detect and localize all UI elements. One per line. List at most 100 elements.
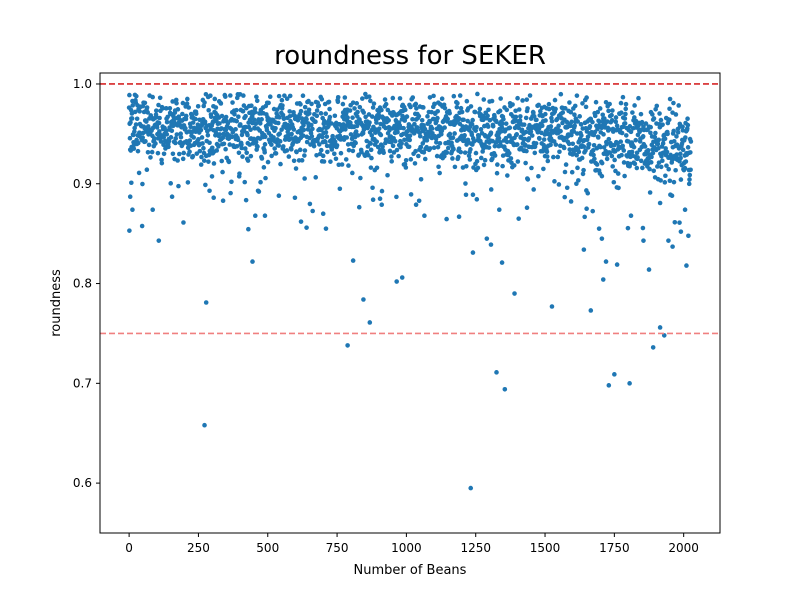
data-point [317, 142, 322, 147]
data-point [251, 117, 257, 123]
data-point [166, 138, 172, 144]
data-point [191, 135, 197, 140]
data-point [686, 233, 691, 239]
data-point [628, 213, 634, 218]
data-point [572, 123, 577, 129]
data-point [287, 93, 293, 99]
data-point [350, 100, 356, 105]
data-point [591, 152, 596, 158]
data-point [302, 176, 307, 181]
data-point [656, 160, 662, 165]
data-point [576, 178, 581, 183]
data-point [280, 103, 285, 108]
data-point [524, 205, 530, 211]
data-point [127, 92, 132, 98]
data-point [413, 148, 418, 154]
data-point [354, 101, 360, 106]
data-point [298, 219, 304, 224]
data-point [361, 297, 366, 302]
data-point [601, 145, 607, 150]
data-point [651, 168, 657, 174]
data-point [376, 126, 382, 131]
data-point [475, 91, 480, 97]
data-point [537, 136, 542, 141]
data-point [164, 119, 170, 125]
data-point [427, 119, 432, 125]
data-point [582, 214, 587, 220]
data-point [332, 151, 337, 157]
y-tick-label: 0.8 [73, 277, 92, 291]
data-point [356, 204, 362, 210]
data-point [437, 170, 442, 176]
data-point [590, 148, 596, 153]
data-point [143, 139, 148, 144]
data-point [188, 124, 193, 130]
data-point [447, 110, 452, 116]
data-point [346, 163, 351, 168]
data-point [385, 107, 391, 113]
data-point [277, 131, 282, 137]
data-point [153, 108, 159, 113]
data-point [371, 101, 377, 106]
data-point [144, 105, 150, 110]
data-point [685, 116, 690, 122]
data-point [239, 145, 244, 151]
data-point [548, 142, 553, 148]
data-point [271, 135, 276, 140]
data-point [298, 108, 304, 114]
data-point [289, 131, 294, 137]
data-point [394, 147, 400, 153]
data-point [435, 115, 440, 121]
data-point [685, 145, 691, 150]
data-point [262, 150, 268, 155]
data-point [261, 165, 267, 170]
data-point [374, 139, 380, 144]
data-point [638, 111, 644, 117]
data-point [487, 117, 493, 123]
data-point [401, 131, 406, 137]
data-point [660, 158, 665, 164]
data-point [667, 106, 672, 112]
data-point [248, 153, 254, 159]
data-point [432, 101, 437, 107]
data-point [136, 170, 142, 176]
data-point [427, 95, 433, 100]
data-point [599, 173, 605, 179]
x-axis-label: Number of Beans [354, 563, 467, 578]
data-point [335, 94, 341, 100]
data-point [501, 116, 506, 122]
data-point [682, 165, 688, 171]
data-point [181, 150, 187, 156]
data-point [674, 134, 679, 139]
data-point [129, 116, 135, 121]
data-point [581, 247, 587, 252]
data-point [595, 135, 601, 140]
data-point [180, 111, 185, 117]
plot-area [100, 83, 720, 491]
data-point [257, 121, 263, 126]
data-point [210, 145, 215, 151]
data-point [662, 136, 668, 142]
data-point [164, 132, 170, 137]
data-point [129, 180, 134, 186]
data-point [669, 193, 675, 198]
data-point [366, 152, 371, 158]
data-point [309, 101, 314, 107]
data-point [499, 124, 505, 130]
data-point [678, 177, 684, 182]
data-point [612, 372, 617, 377]
data-point [580, 101, 585, 106]
data-point [225, 121, 231, 126]
data-point [568, 123, 573, 129]
data-point [213, 105, 219, 110]
data-point [609, 118, 615, 123]
data-point [474, 124, 479, 130]
data-point [450, 135, 456, 141]
data-point [299, 116, 305, 121]
data-point [587, 124, 593, 129]
data-point [516, 107, 522, 112]
data-point [413, 202, 419, 208]
data-point [389, 154, 394, 159]
data-point [421, 150, 427, 155]
data-point [262, 142, 268, 147]
